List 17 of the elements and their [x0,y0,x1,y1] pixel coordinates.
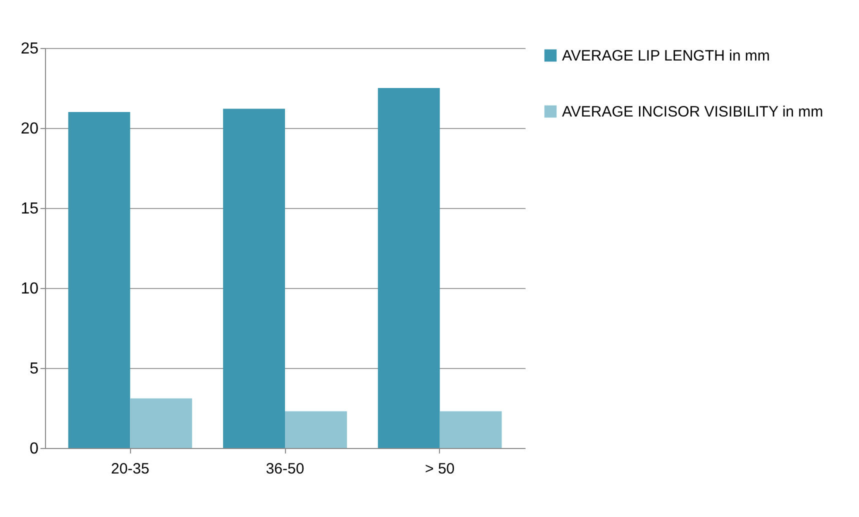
bar [223,108,285,448]
bar [68,112,130,448]
y-tick-label: 15 [20,200,39,218]
x-tick-label: 20-35 [110,460,150,478]
y-tick-label: 10 [20,280,39,298]
y-tick-label: 20 [20,120,39,138]
bar [285,411,347,448]
legend-label: AVERAGE LIP LENGTH in mm [562,48,770,64]
bar [378,88,440,448]
bar [440,411,502,448]
y-tick-label: 0 [30,440,39,458]
y-tick-label: 25 [20,40,39,58]
x-tick-label: 36-50 [266,460,304,478]
legend-label: AVERAGE INCISOR VISIBILITY in mm [562,104,824,120]
y-tick-label: 5 [30,360,39,378]
bar [130,398,192,448]
x-tick-label: > 50 [425,460,455,478]
